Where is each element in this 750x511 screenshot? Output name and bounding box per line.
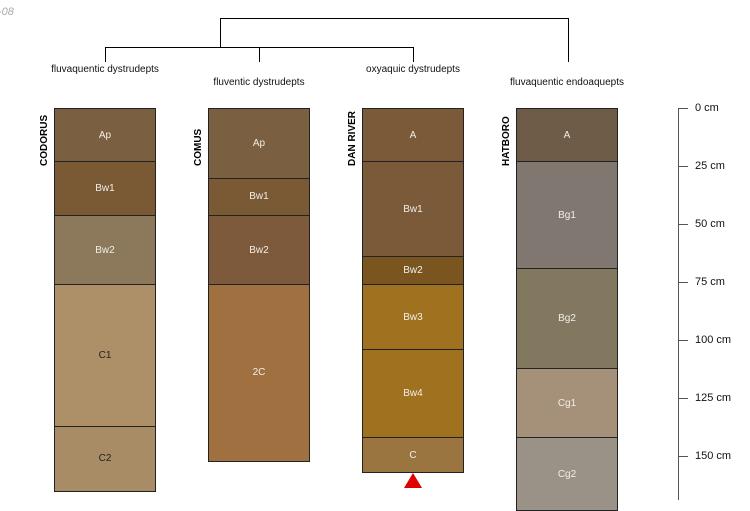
horizon: C1 xyxy=(54,284,156,427)
horizon: Bw4 xyxy=(362,349,464,439)
corner-label: -08 xyxy=(0,6,14,18)
axis-tick-label: 125 cm xyxy=(695,392,732,404)
horizon-label: Cg1 xyxy=(557,397,577,409)
taxon-label: fluventic dystrudepts xyxy=(213,77,305,88)
axis-tick-label: 0 cm xyxy=(695,102,719,114)
horizon-label: Bg1 xyxy=(558,209,576,221)
axis-tick xyxy=(678,166,688,167)
axis-tick xyxy=(678,398,688,399)
profile-name: CODORUS xyxy=(39,114,50,166)
horizon: 2C xyxy=(208,284,310,462)
horizon-label: C2 xyxy=(98,453,112,465)
horizon: Ap xyxy=(208,108,310,179)
horizon: Bw1 xyxy=(208,177,310,216)
horizon: Bw2 xyxy=(208,214,310,286)
axis-tick-label: 25 cm xyxy=(695,160,725,172)
horizon: A xyxy=(362,108,464,163)
horizon: Bw3 xyxy=(362,284,464,351)
horizon: Bg1 xyxy=(516,161,618,270)
axis-tick-label: 100 cm xyxy=(695,334,732,346)
horizon-label: Bw2 xyxy=(95,244,115,256)
axis-tick xyxy=(678,224,688,225)
taxon-label: fluvaquentic endoaquepts xyxy=(510,77,624,88)
horizon: Bw1 xyxy=(362,161,464,258)
horizon-label: Bw4 xyxy=(403,388,423,400)
axis-tick xyxy=(678,340,688,341)
profile-name: COMUS xyxy=(193,128,204,166)
horizon-label: A xyxy=(409,129,417,141)
axis-tick xyxy=(678,456,688,457)
horizon: Cg1 xyxy=(516,367,618,439)
horizon-label: Bw3 xyxy=(403,311,423,323)
horizon-label: Bw1 xyxy=(95,183,115,195)
profile-name: HATBORO xyxy=(501,116,512,166)
horizon: Cg2 xyxy=(516,437,618,511)
horizon: Bw2 xyxy=(54,214,156,286)
horizon-label: C1 xyxy=(98,350,112,362)
horizon-label: Cg2 xyxy=(557,468,577,480)
axis-tick xyxy=(678,108,688,109)
horizon-label: A xyxy=(563,129,571,141)
horizon-label: Bg2 xyxy=(558,312,576,324)
horizon-label: Ap xyxy=(252,137,266,149)
horizon: Bw2 xyxy=(362,256,464,286)
horizon-label: Bw2 xyxy=(249,244,269,256)
bottom-marker-icon xyxy=(404,473,422,489)
horizon-label: C xyxy=(409,449,417,461)
profile-name: DAN RIVER xyxy=(347,110,358,166)
horizon: C2 xyxy=(54,425,156,492)
axis-tick-label: 150 cm xyxy=(695,450,732,462)
horizon: Bg2 xyxy=(516,268,618,369)
horizon-label: Bw1 xyxy=(403,203,423,215)
axis-tick-label: 75 cm xyxy=(695,276,725,288)
taxon-label: fluvaquentic dystrudepts xyxy=(51,64,159,75)
horizon: Ap xyxy=(54,108,156,163)
horizon-label: Bw1 xyxy=(249,191,269,203)
horizon-label: 2C xyxy=(252,367,266,379)
axis-tick xyxy=(678,282,688,283)
horizon: A xyxy=(516,108,618,163)
horizon: C xyxy=(362,437,464,474)
taxon-label: oxyaquic dystrudepts xyxy=(366,64,460,75)
horizon-label: Bw2 xyxy=(403,265,423,277)
axis-tick-label: 50 cm xyxy=(695,218,725,230)
horizon-label: Ap xyxy=(98,129,112,141)
horizon: Bw1 xyxy=(54,161,156,216)
